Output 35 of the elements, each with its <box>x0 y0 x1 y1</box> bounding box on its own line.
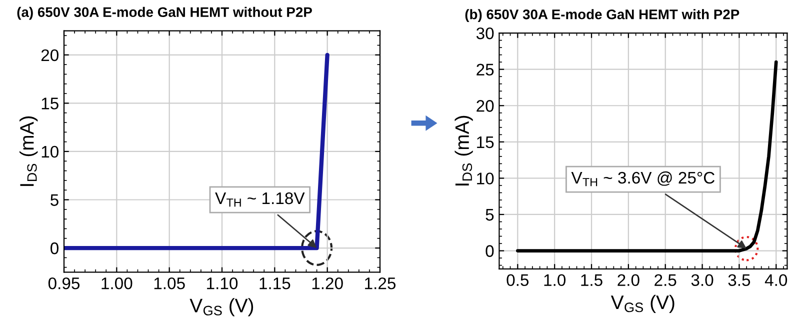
y-tick-label: 30 <box>476 27 494 40</box>
x-tick-label: 1.15 <box>260 278 290 290</box>
x-tick-label: 4.0 <box>764 274 788 286</box>
x-tick-label: 1.20 <box>312 277 343 290</box>
chart-title: (b) 650V 30A E-mode GaN HEMT with P2P <box>465 9 740 22</box>
y-tick-label: 10 <box>42 146 58 158</box>
x-tick-label: 1.05 <box>154 277 185 290</box>
y-axis-title: I$_{DS}$ (mA) <box>454 116 473 186</box>
x-tick-label: 3.0 <box>691 274 714 286</box>
y-tick-label: 20 <box>41 49 58 62</box>
annotation: V$_{TH}$ ~ 3.6V @ 25°C <box>571 171 715 186</box>
x-tick-label: 1.0 <box>544 274 566 286</box>
x-tick-label: 0.95 <box>48 277 80 290</box>
chart-title: (a) 650V 30A E-mode GaN HEMT without P2P <box>17 6 312 20</box>
y-tick-label: 15 <box>477 136 494 148</box>
x-tick-label: 1.00 <box>102 277 132 290</box>
y-axis-title: I$_{DS}$ (mA) <box>20 116 38 186</box>
annotation: V$_{TH}$ ~ 1.18V <box>215 192 305 207</box>
x-tick-label: 2.5 <box>654 274 676 286</box>
y-tick-label: 0 <box>50 242 58 254</box>
x-tick-label: 1.10 <box>207 277 238 290</box>
y-tick-label: 0 <box>486 245 494 257</box>
x-tick-label: 1.25 <box>365 277 396 290</box>
y-tick-label: 10 <box>477 172 494 184</box>
x-axis-title: V$_{GS}$ (V) <box>610 294 674 313</box>
x-tick-label: 3.5 <box>728 274 750 286</box>
x-tick-label: 0.5 <box>506 274 529 286</box>
y-tick-label: 15 <box>42 98 58 110</box>
y-tick-label: 25 <box>476 64 494 76</box>
x-tick-label: 2.0 <box>618 274 640 286</box>
y-tick-label: 5 <box>50 194 58 206</box>
x-axis-title: V$_{GS}$ (V) <box>190 298 254 316</box>
x-tick-label: 1.5 <box>581 274 602 286</box>
y-tick-label: 20 <box>476 100 494 112</box>
y-tick-label: 5 <box>486 209 494 221</box>
